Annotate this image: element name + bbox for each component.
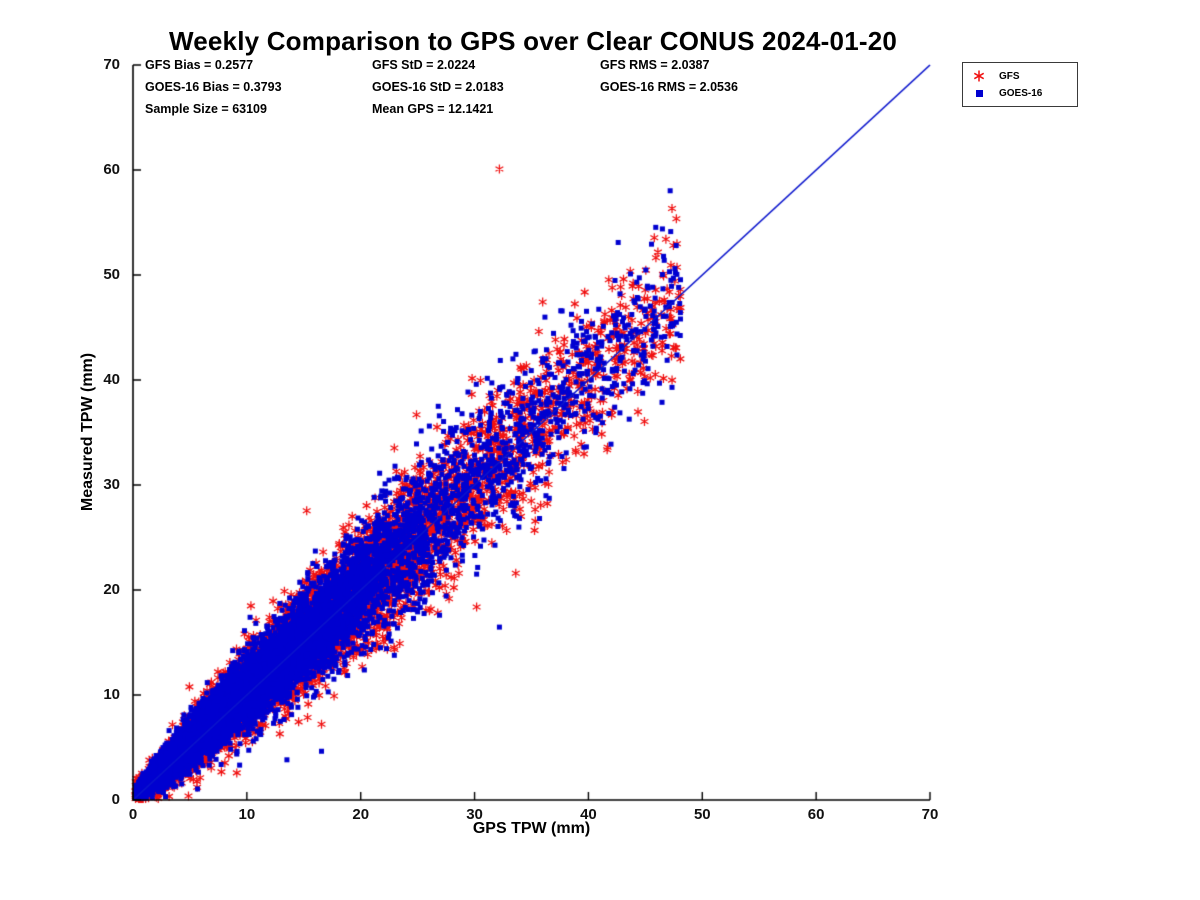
asterisk-icon: [973, 70, 985, 82]
stat-goes16-std: GOES-16 StD = 2.0183: [372, 80, 504, 94]
x-tick-label: 70: [921, 806, 939, 823]
x-tick-label: 50: [693, 806, 711, 823]
square-icon: [973, 87, 985, 99]
x-tick-label: 60: [807, 806, 825, 823]
stat-gfs-bias: GFS Bias = 0.2577: [145, 58, 254, 72]
stat-gfs-rms: GFS RMS = 2.0387: [600, 58, 710, 72]
y-tick-label: 60: [103, 161, 120, 178]
legend-item-goes16: GOES-16: [973, 87, 1069, 99]
y-tick-label: 0: [111, 791, 120, 808]
x-tick-label: 30: [466, 806, 483, 823]
x-tick-label: 10: [238, 806, 256, 823]
y-tick-label: 40: [103, 371, 120, 388]
stat-gfs-std: GFS StD = 2.0224: [372, 58, 476, 72]
y-tick-label: 10: [103, 686, 120, 703]
chart-title: Weekly Comparison to GPS over Clear CONU…: [168, 26, 898, 56]
legend-item-gfs: GFS: [973, 70, 1069, 82]
legend-label-goes16: GOES-16: [999, 87, 1043, 99]
y-tick-label: 50: [103, 266, 120, 283]
y-tick-label: 70: [103, 56, 120, 73]
x-axis-label: GPS TPW (mm): [472, 820, 591, 837]
stat-goes16-rms: GOES-16 RMS = 2.0536: [600, 80, 738, 94]
y-tick-label: 30: [103, 476, 120, 493]
stat-mean-gps: Mean GPS = 12.1421: [372, 102, 494, 116]
x-tick-label: 20: [352, 806, 370, 823]
stat-goes16-bias: GOES-16 Bias = 0.3793: [145, 80, 282, 94]
x-tick-label: 0: [128, 806, 138, 823]
stat-sample-size: Sample Size = 63109: [145, 102, 267, 116]
x-tick-label: 40: [580, 806, 597, 823]
legend-label-gfs: GFS: [999, 70, 1020, 82]
legend: GFS GOES-16: [962, 62, 1078, 107]
y-tick-label: 20: [103, 581, 120, 598]
